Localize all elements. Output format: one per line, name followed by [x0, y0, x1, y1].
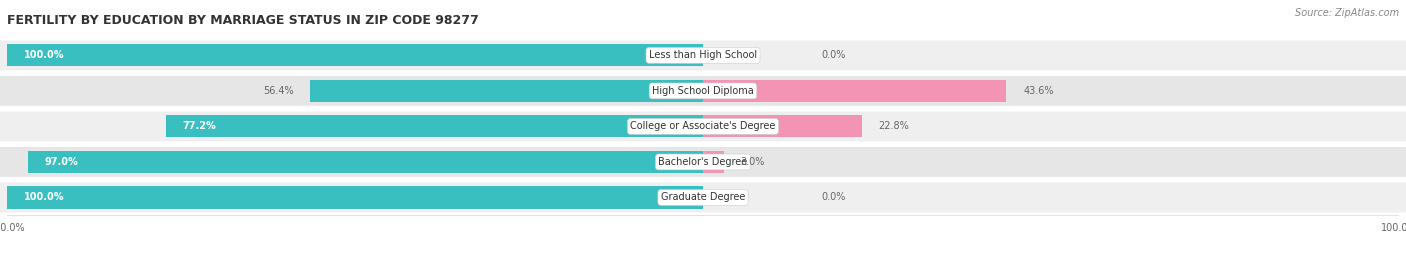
Bar [703, 115, 862, 137]
Text: 56.4%: 56.4% [263, 86, 294, 96]
Bar [7, 186, 703, 208]
FancyBboxPatch shape [0, 40, 1406, 70]
Text: College or Associate's Degree: College or Associate's Degree [630, 121, 776, 132]
FancyBboxPatch shape [0, 147, 1406, 177]
Text: FERTILITY BY EDUCATION BY MARRIAGE STATUS IN ZIP CODE 98277: FERTILITY BY EDUCATION BY MARRIAGE STATU… [7, 14, 479, 27]
Text: Bachelor's Degree: Bachelor's Degree [658, 157, 748, 167]
Bar [703, 151, 724, 173]
Text: 100.0%: 100.0% [24, 50, 65, 60]
FancyBboxPatch shape [0, 112, 1406, 141]
Bar [28, 151, 703, 173]
Text: 22.8%: 22.8% [879, 121, 910, 132]
Text: 97.0%: 97.0% [45, 157, 79, 167]
FancyBboxPatch shape [0, 76, 1406, 106]
Text: 43.6%: 43.6% [1024, 86, 1053, 96]
Bar [703, 80, 1007, 102]
Bar [166, 115, 703, 137]
Text: Source: ZipAtlas.com: Source: ZipAtlas.com [1295, 8, 1399, 18]
Text: 77.2%: 77.2% [183, 121, 217, 132]
Text: 3.0%: 3.0% [741, 157, 765, 167]
FancyBboxPatch shape [0, 183, 1406, 213]
Text: 0.0%: 0.0% [821, 50, 845, 60]
Text: Less than High School: Less than High School [650, 50, 756, 60]
Bar [7, 44, 703, 66]
Text: Graduate Degree: Graduate Degree [661, 193, 745, 203]
Text: 100.0%: 100.0% [24, 193, 65, 203]
Text: 0.0%: 0.0% [821, 193, 845, 203]
Bar [311, 80, 703, 102]
Text: High School Diploma: High School Diploma [652, 86, 754, 96]
